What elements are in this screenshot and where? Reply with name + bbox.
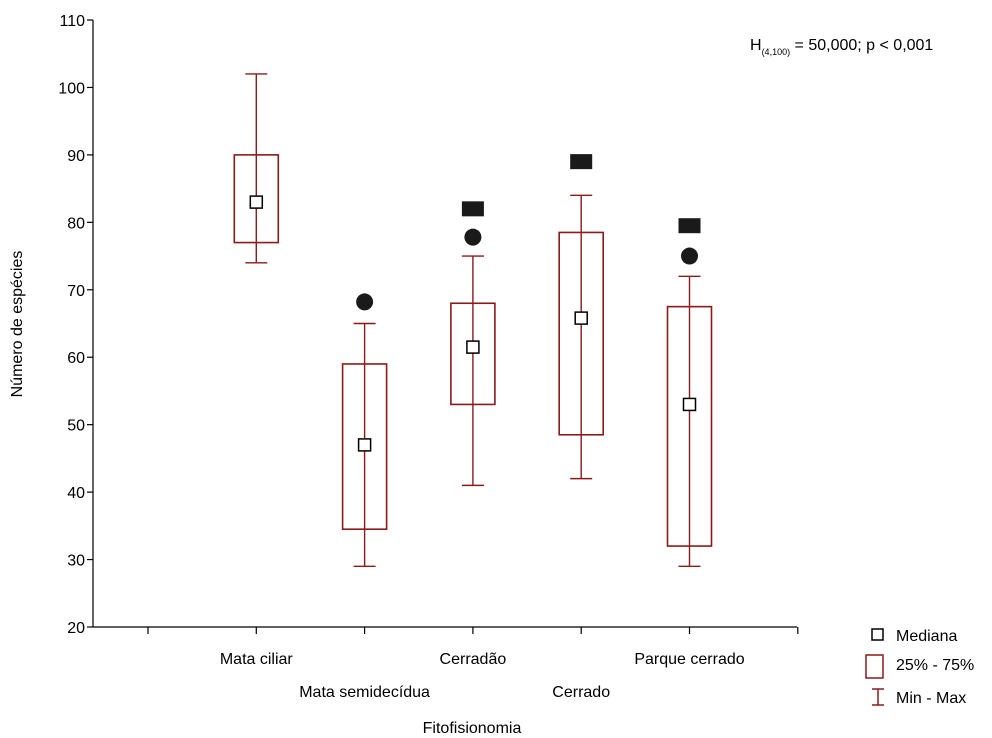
box-group <box>450 255 496 487</box>
y-tick-label: 40 <box>67 485 85 502</box>
outlier-point <box>681 247 698 265</box>
extreme-point <box>678 218 701 234</box>
legend-median-swatch <box>871 628 884 641</box>
quartile-box <box>450 302 496 406</box>
x-axis-title: Fitofisionomia <box>423 720 522 737</box>
outlier-point <box>464 228 482 246</box>
legend-label-minmax: Min - Max <box>896 690 966 707</box>
quartile-box <box>666 305 713 547</box>
y-tick-label: 90 <box>67 148 85 165</box>
y-tick-label: 20 <box>67 620 85 637</box>
legend-label-median: Mediana <box>896 628 957 645</box>
outlier-points <box>356 154 701 311</box>
x-category-label: Cerradão <box>440 651 507 668</box>
x-category-label: Mata ciliar <box>220 651 294 668</box>
quartile-box <box>341 363 388 531</box>
extreme-point <box>570 154 593 170</box>
box-group <box>558 194 605 480</box>
median-marker <box>249 195 264 209</box>
extreme-point <box>461 201 484 217</box>
box-group <box>341 322 388 567</box>
box-group <box>233 73 280 264</box>
y-tick-label: 70 <box>67 283 85 300</box>
legend: Mediana 25% - 75% Min - Max <box>865 628 974 707</box>
y-tick-label: 30 <box>67 553 85 570</box>
y-tick-label: 60 <box>67 350 85 367</box>
x-category-label: Cerrado <box>552 684 610 701</box>
median-marker <box>682 397 697 412</box>
box-series <box>233 73 713 567</box>
y-tick-label: 110 <box>59 13 85 30</box>
median-marker <box>357 438 372 452</box>
y-tick-label: 80 <box>67 215 85 232</box>
y-tick-label: 50 <box>67 418 85 435</box>
x-category-label: Mata semidecídua <box>299 684 430 701</box>
quartile-box <box>233 154 280 244</box>
median-marker <box>466 340 480 354</box>
legend-label-quartile: 25% - 75% <box>896 657 974 674</box>
box-group <box>666 275 713 567</box>
y-tick-label: 100 <box>58 80 85 97</box>
legend-quartile-swatch <box>865 654 884 679</box>
kruskal-wallis-annotation: H(4,100) = 50,000; p < 0,001 <box>750 37 933 57</box>
quartile-box <box>558 231 605 436</box>
median-marker <box>574 311 588 325</box>
y-axis-title: Número de espécies <box>9 251 26 398</box>
legend-minmax-swatch <box>872 688 884 706</box>
x-axis: Mata ciliar Mata semidecídua Cerradão Cerra… <box>93 626 799 701</box>
x-category-label: Parque cerrado <box>634 651 744 668</box>
y-axis: 20 30 40 50 60 70 80 90 100 110 <box>58 13 94 637</box>
outlier-point <box>356 293 374 311</box>
